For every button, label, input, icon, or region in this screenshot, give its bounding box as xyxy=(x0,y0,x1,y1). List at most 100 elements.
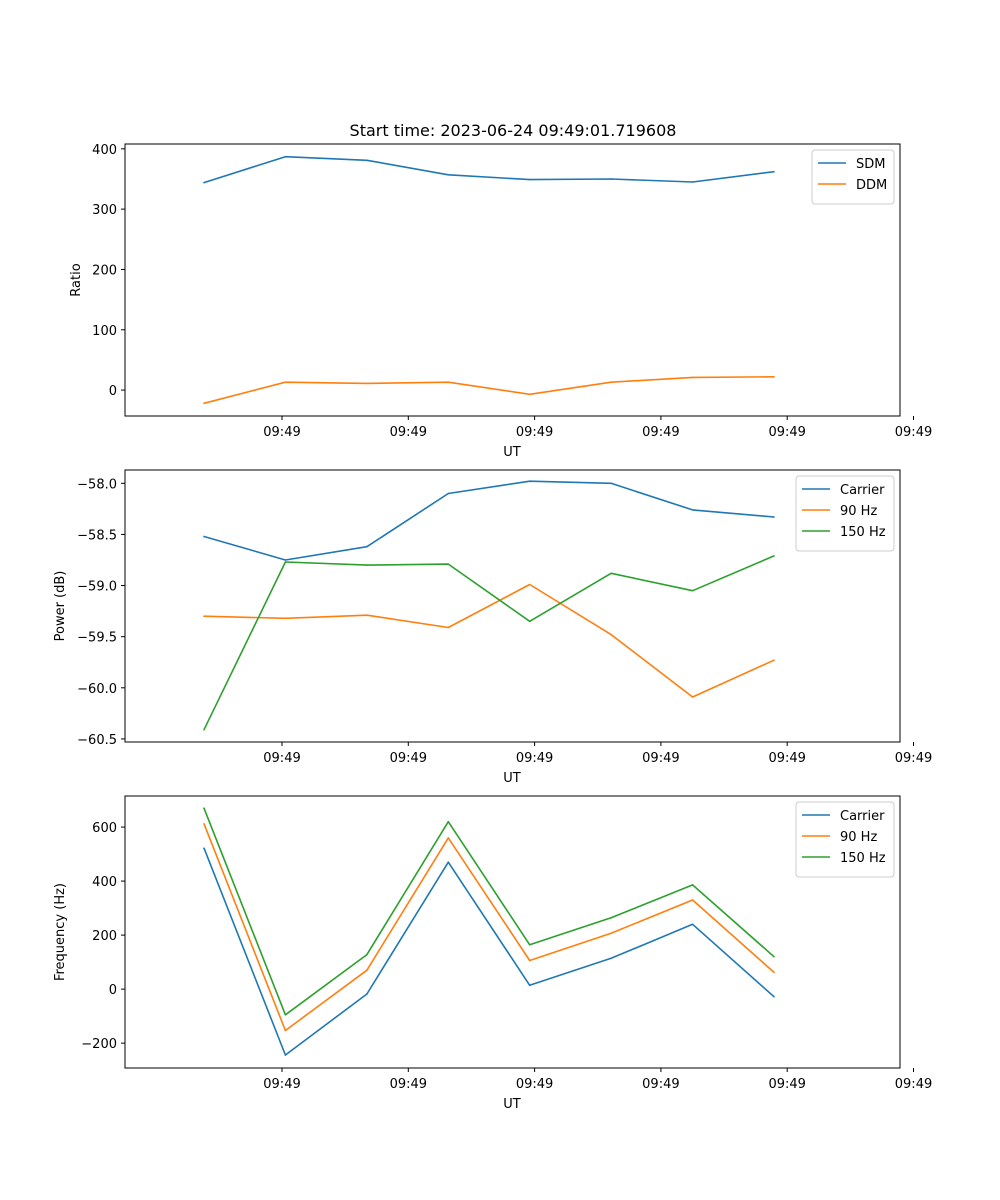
series-line-carrier xyxy=(203,847,775,1056)
data-point xyxy=(773,555,775,557)
legend-entry: Carrier xyxy=(840,483,885,498)
data-point xyxy=(528,944,531,946)
data-point xyxy=(447,492,450,495)
x-tick-label: 09:49 xyxy=(516,751,553,766)
y-tick-label: −200 xyxy=(81,1037,117,1052)
series-line-150-hz xyxy=(203,807,775,1016)
data-point xyxy=(366,545,368,548)
data-point xyxy=(610,917,612,919)
x-tick-label: 09:49 xyxy=(642,425,679,440)
data-point xyxy=(528,984,531,987)
data-point xyxy=(773,659,775,661)
plot-frame xyxy=(124,143,901,417)
x-tick-label: 09:49 xyxy=(516,425,553,440)
x-tick-label: 09:49 xyxy=(263,751,300,766)
data-point xyxy=(610,178,612,180)
data-point xyxy=(447,861,450,863)
data-point xyxy=(203,847,205,849)
data-point xyxy=(284,561,287,563)
y-tick-label: 200 xyxy=(92,929,117,944)
data-point xyxy=(447,563,450,565)
legend xyxy=(795,475,895,552)
data-point xyxy=(284,617,287,620)
x-tick-label: 09:49 xyxy=(390,425,427,440)
x-tick-label: 09:49 xyxy=(390,1077,427,1092)
data-point xyxy=(773,955,775,958)
data-point xyxy=(203,402,205,405)
x-tick-label: 09:49 xyxy=(642,751,679,766)
data-point xyxy=(447,837,450,839)
data-point xyxy=(203,535,205,538)
data-point xyxy=(203,615,205,618)
data-point xyxy=(691,899,694,901)
legend-entry: SDM xyxy=(856,157,885,172)
x-tick-label: 09:49 xyxy=(768,1077,805,1092)
data-point xyxy=(528,393,531,396)
data-point xyxy=(610,633,612,636)
data-point xyxy=(691,589,694,592)
data-point xyxy=(691,509,694,511)
plot-frame xyxy=(124,795,901,1069)
data-point xyxy=(610,957,612,960)
chart-panel-3: 09:4909:4909:4909:4909:4909:4909:4909:50… xyxy=(53,795,932,1112)
data-point xyxy=(528,620,531,623)
data-point xyxy=(366,969,368,972)
x-axis-label: UT xyxy=(503,445,521,460)
data-point xyxy=(366,382,368,385)
data-point xyxy=(284,1029,287,1032)
legend-entry: 90 Hz xyxy=(840,830,877,845)
data-point xyxy=(773,516,775,518)
data-point xyxy=(447,381,450,384)
y-tick-label: 400 xyxy=(92,875,117,890)
data-point xyxy=(203,181,205,184)
x-tick-label: 09:49 xyxy=(642,1077,679,1092)
x-tick-label: 09:49 xyxy=(390,751,427,766)
x-tick-label: 09:49 xyxy=(516,1077,553,1092)
data-point xyxy=(773,995,775,998)
x-tick-label: 09:49 xyxy=(895,751,932,766)
data-point xyxy=(284,155,287,158)
data-point xyxy=(203,823,205,825)
data-point xyxy=(366,564,368,566)
data-point xyxy=(773,170,775,173)
series-line-carrier xyxy=(203,480,775,561)
data-point xyxy=(366,993,368,995)
y-tick-label: 0 xyxy=(109,384,117,399)
x-axis-label: UT xyxy=(503,771,521,786)
x-tick-label: 09:49 xyxy=(263,1077,300,1092)
data-point xyxy=(691,696,694,698)
data-point xyxy=(528,178,531,181)
data-point xyxy=(447,173,450,176)
data-point xyxy=(203,728,205,731)
y-tick-label: 200 xyxy=(92,263,117,278)
data-point xyxy=(691,884,694,886)
legend-entry: DDM xyxy=(856,178,887,193)
y-tick-label: 0 xyxy=(109,983,117,998)
series-line-ddm xyxy=(203,376,775,405)
data-point xyxy=(447,820,450,823)
x-tick-label: 09:49 xyxy=(768,425,805,440)
series-line-90-hz xyxy=(203,583,775,698)
x-tick-label: 09:49 xyxy=(263,425,300,440)
y-axis-label: Power (dB) xyxy=(53,571,68,642)
data-point xyxy=(691,376,694,379)
chart-panel-2: 09:4909:4909:4909:4909:4909:4909:4909:50… xyxy=(53,469,932,786)
y-tick-label: 600 xyxy=(92,821,117,836)
data-point xyxy=(366,159,368,162)
legend-entry: 150 Hz xyxy=(840,525,886,540)
data-point xyxy=(773,971,775,974)
data-point xyxy=(773,375,775,378)
y-tick-label: 300 xyxy=(92,203,117,218)
data-point xyxy=(528,583,531,586)
x-tick-label: 09:49 xyxy=(768,751,805,766)
plot-frame xyxy=(124,469,901,743)
x-tick-label: 09:49 xyxy=(895,425,932,440)
data-point xyxy=(447,626,450,629)
y-tick-label: −58.0 xyxy=(77,477,117,492)
series-line-sdm xyxy=(203,155,775,184)
data-point xyxy=(528,959,531,962)
chart-panels: 09:4909:4909:4909:4909:4909:4909:4909:50… xyxy=(53,143,932,1112)
data-point xyxy=(284,1013,287,1016)
series-line-90-hz xyxy=(203,823,775,1032)
data-point xyxy=(284,559,287,561)
